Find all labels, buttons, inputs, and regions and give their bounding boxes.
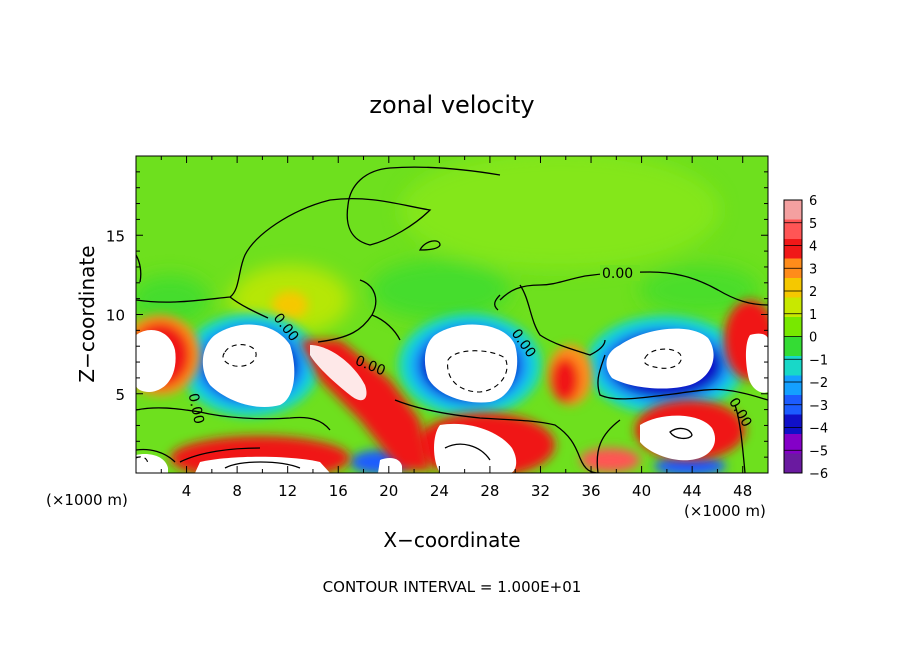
x-tick-label: 16	[329, 482, 348, 500]
x-tick-label: 36	[581, 482, 600, 500]
x-tick-label: 8	[232, 482, 242, 500]
y-tick-label: 15	[106, 227, 125, 245]
colorbar-swatch	[784, 336, 802, 357]
colorbar-label: −6	[809, 467, 828, 482]
x-axis-ticks: 4 8 12 16 20 24 28 32 36 40 44 48	[160, 156, 752, 500]
colorbar-label: 1	[809, 308, 817, 323]
y-axis-title: Z−coordinate	[75, 245, 99, 382]
colorbar-swatch	[784, 317, 802, 337]
colorbar-swatch	[784, 375, 802, 396]
x-tick-label: 44	[683, 482, 702, 500]
colorbar-swatch	[784, 297, 802, 318]
colorbar-label: 2	[809, 285, 817, 300]
colorbar-swatch	[784, 200, 802, 220]
x-axis-title: X−coordinate	[383, 528, 520, 552]
x-tick-label: 12	[278, 482, 297, 500]
colorbar-swatch	[784, 239, 802, 259]
x-tick-label: 48	[733, 482, 752, 500]
colorbar-swatch	[784, 453, 802, 474]
y-axis-ticks: 5 10 15	[106, 171, 768, 458]
colorbar-swatch	[784, 414, 802, 435]
x-tick-label: 28	[480, 482, 499, 500]
x-tick-label: 4	[182, 482, 192, 500]
colorbar-label: −3	[809, 399, 828, 414]
colorbar-label: 5	[809, 217, 817, 232]
y-tick-label: 10	[106, 307, 125, 325]
colorbar-label: 3	[809, 262, 817, 277]
colorbar-swatch	[784, 356, 802, 376]
colorbar: 6 5 4 3 2 1 0 −1 −2 −3 −4 −5 −6	[783, 194, 828, 482]
velocity-field: 0.00 0.00 0.00 0.00 0.00 0.00	[136, 156, 768, 473]
x-tick-label: 40	[632, 482, 651, 500]
contour-label: 0.00	[602, 266, 633, 282]
colorbar-label: 0	[809, 331, 817, 346]
colorbar-swatch	[784, 434, 802, 454]
colorbar-swatch	[784, 278, 802, 298]
x-tick-label: 32	[531, 482, 550, 500]
chart-title: zonal velocity	[369, 91, 534, 119]
x-tick-label: 20	[379, 482, 398, 500]
contour-label: 0.00	[185, 392, 207, 426]
colorbar-label: −5	[809, 444, 828, 459]
colorbar-label: −1	[809, 353, 828, 368]
colorbar-label: −2	[809, 376, 828, 391]
colorbar-label: 4	[809, 240, 817, 255]
colorbar-swatch	[784, 219, 802, 240]
contour-interval-note: CONTOUR INTERVAL = 1.000E+01	[323, 578, 582, 596]
x-unit-left: (×1000 m)	[46, 491, 128, 509]
y-tick-label: 5	[115, 386, 125, 404]
colorbar-label: 6	[809, 194, 817, 209]
colorbar-label: −4	[809, 422, 828, 437]
contour-labels: 0.00 0.00 0.00 0.00 0.00 0.00	[185, 265, 755, 430]
x-unit-right: (×1000 m)	[684, 502, 766, 520]
x-tick-label: 24	[430, 482, 449, 500]
